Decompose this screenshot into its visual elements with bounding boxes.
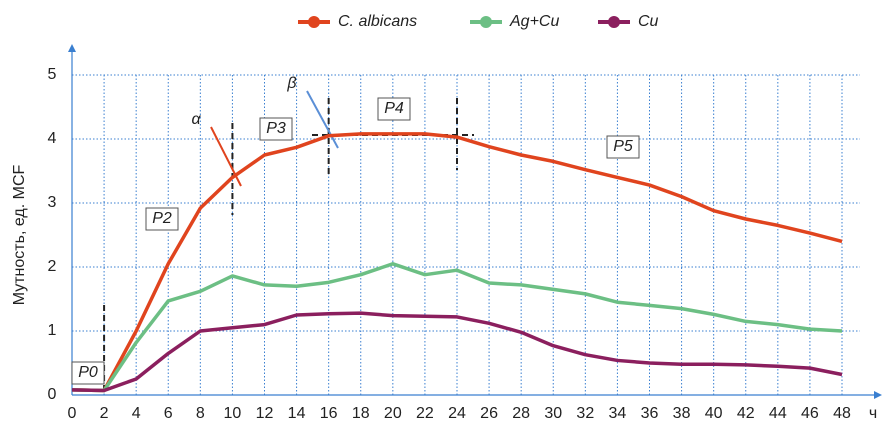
legend-label: Cu bbox=[638, 13, 659, 30]
x-tick-label: 36 bbox=[641, 405, 659, 422]
annotation-box bbox=[145, 207, 179, 231]
annotation: P2 bbox=[152, 210, 172, 227]
x-tick-label: 28 bbox=[512, 405, 530, 422]
x-tick-label: 26 bbox=[480, 405, 498, 422]
legend-label: Ag+Cu bbox=[509, 13, 559, 30]
y-tick-label: 4 bbox=[48, 130, 57, 147]
x-tick-label: 16 bbox=[320, 405, 338, 422]
y-tick-label: 0 bbox=[48, 386, 57, 403]
x-tick-label: 10 bbox=[224, 405, 242, 422]
x-tick-label: 22 bbox=[416, 405, 434, 422]
annotation: P4 bbox=[384, 100, 404, 117]
x-tick-label: 44 bbox=[769, 405, 787, 422]
legend-marker bbox=[608, 16, 620, 28]
legend-marker bbox=[480, 16, 492, 28]
x-tick-label: 30 bbox=[544, 405, 562, 422]
y-axis-arrow bbox=[68, 44, 76, 52]
series-line bbox=[71, 262, 843, 393]
x-tick-label: 48 bbox=[833, 405, 851, 422]
x-axis-unit: ч bbox=[869, 405, 877, 422]
annotation-box bbox=[259, 117, 293, 141]
y-axis-label: Мутность, ед. MCF bbox=[11, 165, 28, 306]
x-tick-label: 34 bbox=[609, 405, 627, 422]
y-tick-label: 2 bbox=[48, 258, 57, 275]
y-tick-label: 5 bbox=[48, 66, 57, 83]
annotation: P5 bbox=[613, 138, 633, 155]
x-tick-label: 32 bbox=[576, 405, 594, 422]
x-tick-label: 12 bbox=[256, 405, 274, 422]
x-tick-label: 4 bbox=[132, 405, 141, 422]
annotation: β bbox=[286, 75, 296, 92]
annotation: P0 bbox=[78, 364, 98, 381]
annotation: P3 bbox=[266, 120, 286, 137]
x-tick-label: 6 bbox=[164, 405, 173, 422]
x-tick-label: 2 bbox=[100, 405, 109, 422]
x-tick-label: 14 bbox=[288, 405, 306, 422]
annotation-box bbox=[71, 361, 105, 385]
x-tick-label: 46 bbox=[801, 405, 819, 422]
series-line bbox=[71, 132, 843, 393]
y-tick-label: 3 bbox=[48, 194, 57, 211]
x-tick-label: 40 bbox=[705, 405, 723, 422]
beta-tangent bbox=[306, 90, 339, 149]
x-tick-label: 24 bbox=[448, 405, 466, 422]
x-tick-label: 20 bbox=[384, 405, 402, 422]
x-tick-label: 38 bbox=[673, 405, 691, 422]
annotation-box bbox=[377, 97, 411, 121]
x-tick-label: 8 bbox=[196, 405, 205, 422]
x-axis-arrow bbox=[874, 391, 882, 399]
annotation-box bbox=[606, 135, 640, 159]
x-tick-label: 0 bbox=[68, 405, 77, 422]
x-tick-label: 42 bbox=[737, 405, 755, 422]
x-tick-label: 18 bbox=[352, 405, 370, 422]
alpha-tangent bbox=[210, 126, 242, 187]
series-line bbox=[71, 311, 843, 393]
annotation: α bbox=[191, 111, 201, 128]
y-tick-label: 1 bbox=[48, 322, 57, 339]
legend-marker bbox=[308, 16, 320, 28]
legend-label: C. albicans bbox=[338, 13, 417, 30]
